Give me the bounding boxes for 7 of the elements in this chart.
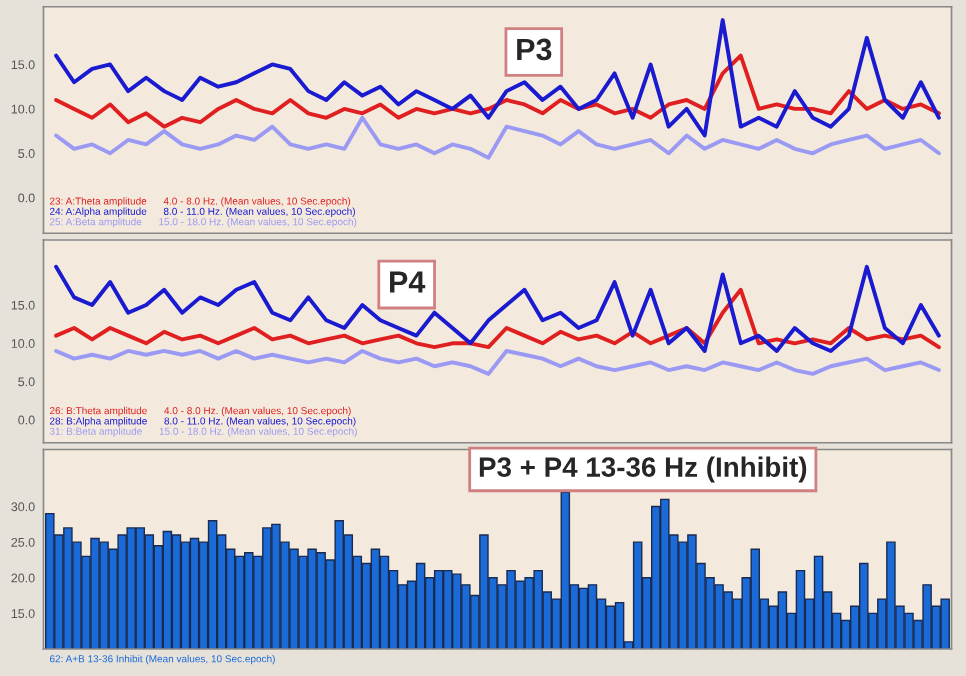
line-series	[54, 349, 941, 376]
text: P4	[390, 271, 426, 293]
chart-title: P3 + P4 13-36 Hz (Inhibit)	[479, 456, 807, 483]
line-series	[54, 264, 941, 353]
line-series	[54, 18, 941, 138]
text: P3	[517, 38, 552, 61]
line-series	[54, 115, 941, 160]
